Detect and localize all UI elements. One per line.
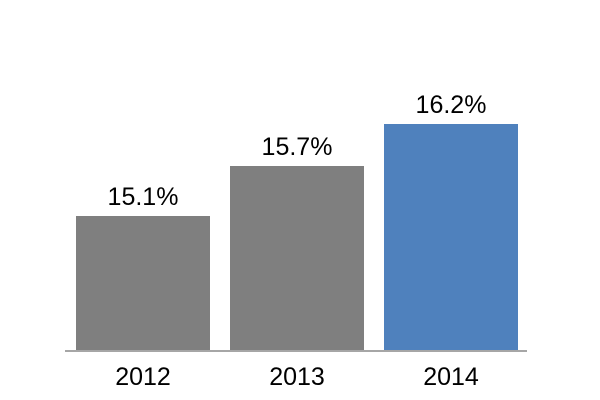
x-axis-tick-label: 2012 [115, 363, 171, 391]
bar-2013 [230, 166, 364, 350]
plot-area: 15.1% 2012 15.7% 2013 16.2% 2014 [65, 74, 527, 390]
x-axis-tick-label: 2013 [269, 363, 325, 391]
x-axis-line [65, 350, 527, 352]
bar-value-label: 15.7% [261, 133, 333, 161]
bar-2012 [76, 216, 210, 350]
x-axis-tick-label: 2014 [423, 363, 479, 391]
bar-2014 [384, 124, 518, 350]
bar-value-label: 15.1% [107, 183, 179, 211]
bar-value-label: 16.2% [415, 91, 487, 119]
